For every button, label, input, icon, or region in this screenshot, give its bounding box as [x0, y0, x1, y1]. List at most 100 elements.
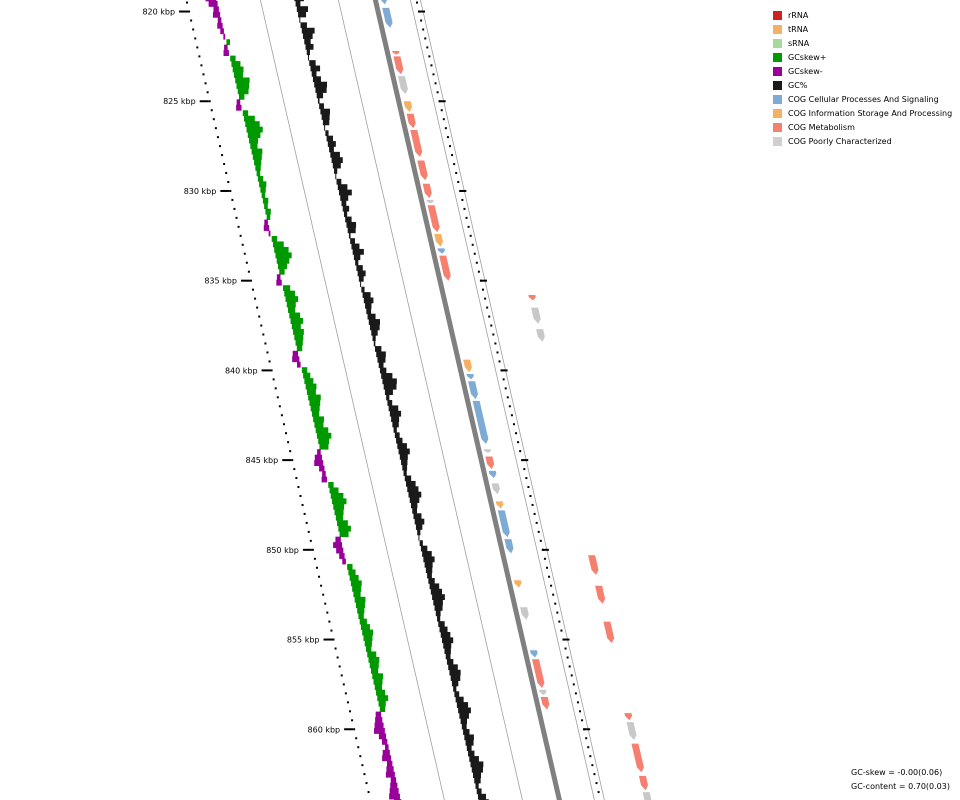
gc-skew-bar — [314, 421, 324, 428]
minor-tick — [363, 773, 366, 776]
gc-content-bar — [438, 621, 445, 627]
tick-label: 860 kbp — [308, 725, 341, 734]
gc-skew-bar — [276, 257, 290, 264]
gene-feature-arrow — [588, 555, 599, 575]
gc-skew-bar — [317, 449, 321, 456]
gc-skew-bar — [291, 323, 301, 330]
gc-content-bar — [374, 346, 382, 352]
minor-tick — [315, 566, 318, 569]
gc-skew-bar — [282, 285, 291, 292]
outer-minor-tick — [560, 629, 563, 632]
gc-skew-bar — [368, 656, 380, 663]
gc-content-bar — [401, 459, 408, 466]
gc-content-bar — [413, 513, 422, 520]
outer-minor-tick — [484, 297, 487, 300]
gc-skew-bar — [334, 509, 344, 516]
minor-tick — [336, 656, 339, 659]
outer-minor-tick — [440, 109, 443, 112]
gene-feature-arrow — [638, 775, 648, 791]
outer-minor-tick — [579, 710, 582, 713]
gene-feature-arrow — [626, 722, 637, 740]
minor-tick — [309, 539, 312, 542]
gc-skew-bar — [367, 651, 377, 658]
gc-content-bar — [361, 286, 365, 293]
backbone-line — [372, 0, 562, 800]
gc-content-bar — [306, 49, 310, 56]
gc-skew-bar — [247, 132, 261, 138]
minor-tick — [268, 360, 271, 363]
minor-tick — [262, 333, 265, 336]
minor-tick — [276, 396, 279, 399]
gc-skew-bar — [224, 44, 228, 51]
outer-minor-tick — [424, 37, 427, 40]
outer-minor-tick — [556, 611, 559, 614]
gc-content-bar — [465, 739, 474, 746]
gc-skew-bar — [264, 219, 268, 226]
gc-skew-bar — [288, 307, 296, 313]
gene-feature-arrow — [624, 713, 633, 721]
gc-skew-bar — [223, 33, 226, 40]
gene-feature-arrow — [642, 792, 652, 800]
gc-skew-bar — [319, 465, 325, 472]
gc-skew-bar — [208, 0, 218, 7]
legend-item: COG Metabolism — [773, 120, 952, 134]
legend: rRNA tRNA sRNA GCskew+ GCskew- GC% COG Cellula… — [773, 8, 952, 148]
gc-content-bar — [434, 605, 443, 611]
minor-tick — [361, 764, 364, 767]
gc-content-bar — [370, 324, 380, 331]
gc-content-bar — [392, 421, 399, 428]
minor-tick — [346, 701, 349, 704]
tick-label: 850 kbp — [266, 546, 299, 555]
gc-skew-bar — [374, 728, 385, 734]
minor-tick — [307, 530, 310, 533]
gc-skew-bar — [328, 482, 334, 488]
gc-skew-bar — [335, 536, 341, 543]
gc-skew-bar — [261, 192, 266, 199]
gc-skew-bar — [382, 755, 392, 762]
gc-content-bar — [403, 470, 407, 476]
gc-skew-bar — [337, 520, 348, 527]
gc-skew-bar — [379, 706, 386, 712]
minor-tick — [214, 127, 217, 130]
gene-feature-arrow — [528, 295, 536, 301]
legend-item: COG Cellular Processes And Signaling — [773, 92, 952, 106]
outer-minor-tick — [436, 91, 439, 94]
minor-tick — [349, 710, 352, 713]
gc-content-bar — [327, 141, 336, 147]
minor-tick — [227, 180, 230, 183]
outer-minor-tick — [496, 351, 499, 354]
gc-content-bar — [371, 329, 378, 336]
gc-skew-bar — [378, 733, 387, 740]
legend-item: tRNA — [773, 22, 952, 36]
gc-skew-bar — [249, 137, 259, 144]
gc-content-bar — [415, 524, 423, 530]
gc-skew-bar — [256, 170, 261, 177]
gc-skew-bar — [237, 88, 249, 95]
gc-skew-bar — [213, 6, 219, 13]
legend-swatch — [773, 136, 782, 146]
minor-tick — [301, 503, 304, 506]
minor-tick — [282, 423, 285, 426]
minor-tick — [245, 261, 248, 264]
outer-minor-tick — [531, 503, 534, 506]
gc-skew-bar — [236, 99, 241, 106]
gene-feature-arrow — [393, 56, 404, 75]
gc-content-bar — [319, 103, 324, 110]
gene-feature-arrow — [520, 607, 529, 620]
ring-line — [337, 0, 523, 800]
gc-content-bar — [334, 168, 338, 174]
gc-content-bar — [342, 205, 350, 212]
gc-content-bar — [368, 319, 380, 325]
gc-skew-bar — [254, 159, 262, 166]
gene-feature-arrow — [426, 199, 434, 204]
gc-skew-bar — [235, 77, 250, 84]
legend-swatch — [773, 108, 782, 118]
outer-minor-tick — [428, 55, 431, 58]
minor-tick — [289, 450, 292, 453]
gene-feature-arrow — [417, 160, 428, 181]
gc-content-bar — [448, 664, 458, 671]
gc-skew-bar — [217, 22, 223, 29]
minor-tick — [241, 243, 244, 246]
gc-content-bar — [362, 292, 371, 298]
gc-content-bar — [458, 707, 471, 714]
